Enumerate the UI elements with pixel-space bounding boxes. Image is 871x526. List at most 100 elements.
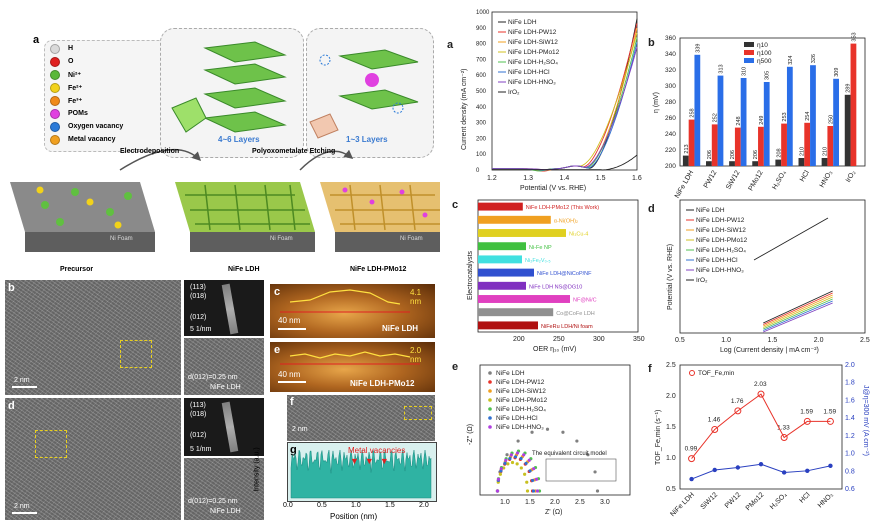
chart-a-ytick: 900 [476, 26, 487, 32]
chart-d-xlabel: Log (Current density | mA cm⁻²) [720, 347, 819, 354]
chart-b-label: b [648, 37, 655, 49]
tem-image-b [5, 280, 181, 395]
chart-d-legend-label: NiFe LDH-HNO₃ [696, 267, 744, 274]
chart-b-bar [688, 119, 695, 166]
chart-d-legend-label: NiFe LDH-PMo12 [696, 237, 748, 244]
chart-c-bar [478, 229, 566, 237]
chart-e-point [527, 458, 531, 462]
chart-e-point [515, 451, 520, 455]
legend-item: Oxygen vacancy [50, 120, 123, 133]
profile-g-tick: 0.5 [317, 502, 327, 509]
afm-e-name: NiFe LDH-PMo12 [350, 379, 415, 388]
saed-d [184, 398, 264, 456]
legend-text: O [68, 58, 74, 65]
afm-e-scalebar [278, 381, 306, 383]
chart-b-legend-label: η100 [757, 50, 772, 57]
chart-e-xtick: 1.5 [525, 499, 535, 506]
chart-c-bar-label: NiFe LDH NS@DG10 [529, 284, 582, 290]
chart-d-series-7 [753, 217, 829, 261]
chart-b-bar-value: 208 [776, 148, 782, 157]
chart-b-category: PMo12 [748, 169, 765, 192]
chart-b-bar-value: 206 [753, 150, 759, 159]
chart-f-tof-label: 1.46 [708, 416, 721, 423]
chart-e-legend-swatch [488, 425, 492, 429]
chart-e-point [499, 467, 503, 471]
chart-c-xtick: 200 [513, 336, 525, 343]
legend-swatch-icon [50, 43, 60, 54]
saed-b-012: (012) [190, 314, 207, 321]
saed-b-018: (018) [190, 293, 207, 300]
legend-item: O [50, 55, 123, 68]
panel-a-label: a [33, 34, 40, 46]
chart-e-legend-swatch [488, 407, 492, 411]
chart-c-bar-label: Ni₂Fe₂V₀.₅ [525, 258, 551, 264]
chart-f-category: SiW12 [700, 491, 720, 511]
chart-b-category: NiFe LDH [674, 170, 695, 200]
chart-f-label: f [648, 363, 652, 375]
caption-precursor: Precursor [60, 266, 94, 273]
chart-e-point [534, 477, 539, 481]
chart-e-point [531, 489, 536, 493]
metal-vacancies-label: Metal vacancies [348, 446, 406, 455]
chart-a-ytick: 0 [476, 168, 480, 174]
ni-foam-1: Ni Foam [110, 236, 133, 242]
saed-d-018: (018) [190, 411, 207, 418]
chart-a-series-6 [492, 46, 638, 171]
chart-d-ylabel: Potential (V vs. RHE) [667, 244, 674, 310]
chart-b-bar [850, 43, 857, 166]
chart-b-bar-value: 248 [736, 116, 742, 125]
chart-b-bar-value: 310 [742, 67, 748, 76]
saed-b-113: (113) [190, 284, 206, 291]
chart-b-legend-swatch [744, 58, 754, 63]
hrtem-b [184, 338, 264, 395]
layers-label-2: 1~3 Layers [346, 135, 388, 144]
chart-c-bar-label: Ni-Fe NP [529, 245, 552, 251]
tem-image-d [5, 398, 181, 520]
chart-f-tof-label: 1.59 [823, 408, 836, 415]
chart-e-point [505, 453, 509, 457]
chart-f-y2tick: 1.6 [845, 397, 855, 404]
legend-item: POMs [50, 107, 123, 120]
chart-c-xlabel: OER η₁₀ (mV) [533, 346, 576, 353]
chart-f-y2tick: 1.4 [845, 415, 855, 422]
chart-d-xtick: 0.5 [675, 337, 685, 344]
hrtem-d-d: d(012)=0.25 nm [188, 498, 238, 505]
chart-c-bar [478, 295, 570, 303]
equivalent-circuit-icon [545, 458, 617, 482]
chart-b-bar-value: 252 [713, 113, 719, 122]
chart-d-legend-label: NiFe LDH [696, 207, 725, 214]
hrtem-b-d: d(012)=0.25 nm [188, 374, 238, 381]
legend-box [44, 40, 166, 152]
afm-c-height: 4.1 nm [410, 288, 422, 306]
chart-a-series-7 [492, 154, 638, 171]
legend-swatch-icon [50, 108, 60, 119]
chart-a-xtick: 1.3 [523, 175, 533, 182]
afm-e-scale: 40 nm [278, 370, 301, 379]
chart-d-series-2 [763, 294, 833, 327]
chart-c-bar [478, 215, 551, 224]
saed-d-113: (113) [190, 402, 206, 409]
chart-e-xtick: 1.0 [500, 499, 510, 506]
chart-e-point [522, 453, 526, 457]
step-pom-etching: Polyoxometalate Etching [252, 148, 336, 155]
chart-f-ylabel: TOF_Fe,min (s⁻¹) [655, 410, 662, 465]
chart-b-bar-value: 253 [782, 112, 788, 121]
afm-image-e [270, 342, 435, 392]
legend-text: Oxygen vacancy [68, 123, 124, 130]
chart-e-legend-label: NiFe LDH-H₂SO₄ [496, 406, 546, 413]
chart-e-point [519, 466, 523, 470]
chart-b-bar-value: 258 [690, 108, 696, 117]
chart-e-xtick: 2.5 [575, 499, 585, 506]
chart-f-legend-swatch [689, 370, 695, 376]
chart-f-tof-point [734, 407, 742, 415]
legend-item: Fe²⁺ [50, 81, 123, 94]
chart-b-bar-value: 206 [730, 150, 736, 159]
chart-e-point [508, 456, 512, 461]
chart-f-legend-label: TOF_Fe,min [698, 370, 735, 377]
chart-c-bar-label: NiFeRu LDH/Ni foam [541, 324, 593, 330]
legend-swatch-icon [50, 134, 60, 145]
chart-d-frame [679, 199, 866, 334]
chart-e-legend-swatch [488, 398, 492, 402]
chart-b-bar [752, 161, 759, 166]
